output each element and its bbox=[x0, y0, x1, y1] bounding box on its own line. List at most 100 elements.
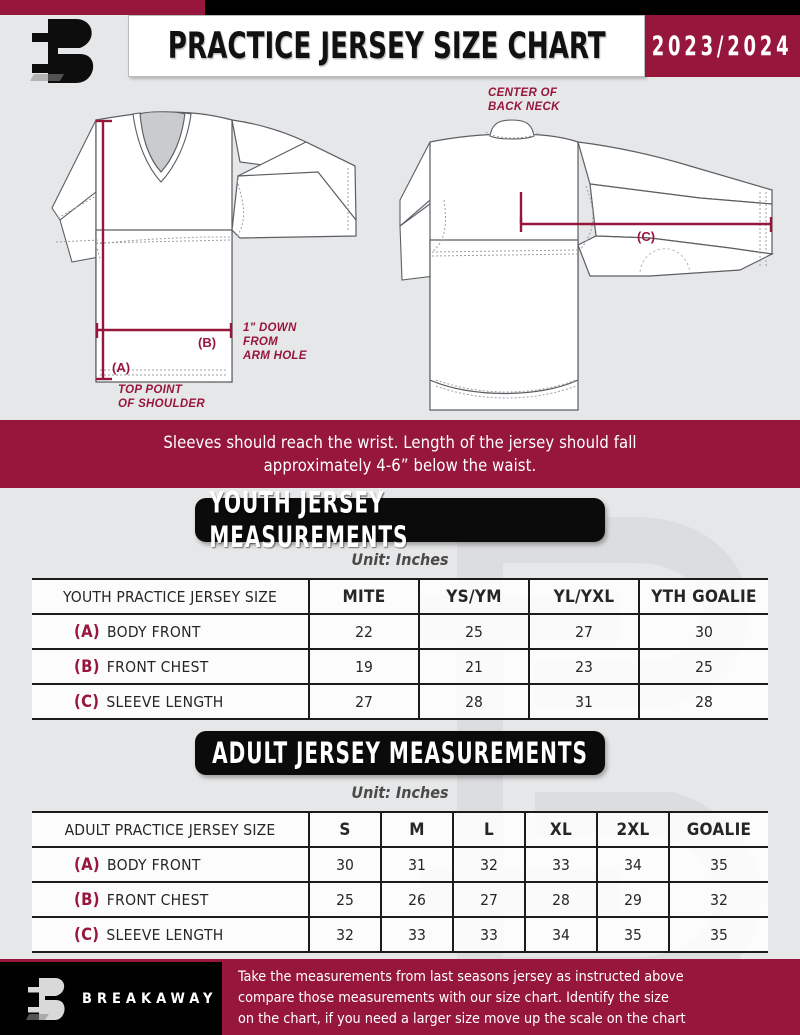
adult-unit-label: Unit: Inches bbox=[351, 783, 449, 802]
front-label-a-line2: OF SHOULDER bbox=[118, 398, 205, 410]
adult-col-1: S bbox=[308, 811, 381, 848]
season-label: 2023/2024 bbox=[652, 31, 793, 61]
page-footer: BREAKAWAY Take the measurements from las… bbox=[0, 962, 800, 1035]
adult-cell-1-2: 27 bbox=[452, 882, 525, 918]
adult-row-0-label: (A) BODY FRONT bbox=[32, 847, 309, 883]
adult-cell-1-0: 25 bbox=[308, 882, 381, 918]
youth-row-2-name: SLEEVE LENGTH bbox=[106, 693, 224, 711]
adult-cell-2-4: 35 bbox=[596, 917, 669, 953]
youth-row-1-tag: (B) bbox=[74, 657, 100, 676]
front-label-a-line1: TOP POINT bbox=[118, 384, 183, 396]
adult-row-1-tag: (B) bbox=[74, 890, 100, 909]
adult-cell-0-2: 32 bbox=[452, 847, 525, 883]
page-title-box: PRACTICE JERSEY SIZE CHART bbox=[128, 15, 645, 77]
adult-cell-1-1: 26 bbox=[380, 882, 453, 918]
back-label-c-line1: CENTER OF bbox=[488, 87, 558, 99]
youth-cell-2-0: 27 bbox=[308, 684, 419, 720]
youth-col-4: YTH GOALIE bbox=[638, 578, 768, 615]
youth-cell-0-3: 30 bbox=[638, 614, 768, 650]
adult-cell-0-5: 35 bbox=[668, 847, 768, 883]
adult-cell-1-3: 28 bbox=[524, 882, 597, 918]
adult-cell-2-1: 33 bbox=[380, 917, 453, 953]
youth-size-table: YOUTH PRACTICE JERSEY SIZE MITE YS/YM YL… bbox=[32, 578, 768, 720]
youth-col-2: YS/YM bbox=[418, 578, 529, 615]
footer-instructions: Take the measurements from last seasons … bbox=[222, 962, 800, 1035]
adult-cell-2-0: 32 bbox=[308, 917, 381, 953]
footer-brand-block: BREAKAWAY bbox=[0, 962, 222, 1035]
adult-col-0: ADULT PRACTICE JERSEY SIZE bbox=[32, 811, 309, 848]
front-label-b-line1: 1" DOWN bbox=[243, 322, 297, 334]
table-row: (B) FRONT CHEST 19 21 23 25 bbox=[32, 649, 768, 685]
youth-col-0: YOUTH PRACTICE JERSEY SIZE bbox=[32, 578, 309, 615]
table-row: (A) BODY FRONT 22 25 27 30 bbox=[32, 614, 768, 650]
adult-cell-2-2: 33 bbox=[452, 917, 525, 953]
adult-col-4: XL bbox=[524, 811, 597, 848]
jersey-back-illustration bbox=[399, 119, 774, 411]
adult-row-2-name: SLEEVE LENGTH bbox=[106, 926, 224, 944]
footer-line-2: compare those measurements with our size… bbox=[238, 990, 669, 1006]
adult-cell-1-4: 29 bbox=[596, 882, 669, 918]
adult-cell-2-3: 34 bbox=[524, 917, 597, 953]
adult-col-6: GOALIE bbox=[668, 811, 768, 848]
table-row: (A) BODY FRONT 30 31 32 33 34 35 bbox=[32, 847, 768, 883]
adult-row-1-name: FRONT CHEST bbox=[106, 891, 209, 909]
footer-line-3: on the chart, if you need a larger size … bbox=[238, 1011, 686, 1027]
youth-cell-0-2: 27 bbox=[528, 614, 639, 650]
youth-section-heading-pill: YOUTH JERSEY MEASUREMENTS bbox=[195, 486, 605, 554]
table-row: (C) SLEEVE LENGTH 32 33 33 34 35 35 bbox=[32, 917, 768, 953]
adult-row-0-name: BODY FRONT bbox=[106, 856, 201, 874]
adult-section-heading: ADULT JERSEY MEASUREMENTS bbox=[212, 735, 588, 771]
youth-cell-2-2: 31 bbox=[528, 684, 639, 720]
youth-cell-2-1: 28 bbox=[418, 684, 529, 720]
youth-section-heading: YOUTH JERSEY MEASUREMENTS bbox=[209, 485, 409, 555]
adult-cell-0-1: 31 bbox=[380, 847, 453, 883]
breakaway-b-logo-icon bbox=[30, 19, 94, 83]
front-label-b-tag: (B) bbox=[198, 335, 216, 350]
youth-cell-1-3: 25 bbox=[638, 649, 768, 685]
adult-row-1-label: (B) FRONT CHEST bbox=[32, 882, 309, 918]
youth-col-1: MITE bbox=[308, 578, 419, 615]
footer-brand-name: BREAKAWAY bbox=[82, 990, 218, 1007]
table-header-row: YOUTH PRACTICE JERSEY SIZE MITE YS/YM YL… bbox=[32, 578, 768, 615]
jersey-front-illustration bbox=[51, 111, 357, 383]
adult-cell-0-0: 30 bbox=[308, 847, 381, 883]
front-label-b-line2: FROM bbox=[243, 336, 278, 348]
breakaway-b-logo-icon bbox=[26, 977, 65, 1020]
youth-cell-0-1: 25 bbox=[418, 614, 529, 650]
back-measure-line bbox=[519, 192, 773, 232]
table-header-row: ADULT PRACTICE JERSEY SIZE S M L XL 2XL … bbox=[32, 811, 768, 848]
front-measure-lines bbox=[95, 119, 233, 381]
front-label-b-line3: ARM HOLE bbox=[242, 350, 307, 362]
youth-row-0-name: BODY FRONT bbox=[106, 623, 201, 641]
youth-row-0-label: (A) BODY FRONT bbox=[32, 614, 309, 650]
adult-section: ADULT JERSEY MEASUREMENTS Unit: Inches A… bbox=[0, 731, 800, 953]
top-maroon-strip bbox=[0, 0, 205, 15]
adult-section-heading-pill: ADULT JERSEY MEASUREMENTS bbox=[195, 731, 605, 775]
adult-row-0-tag: (A) bbox=[74, 855, 100, 874]
youth-cell-1-2: 23 bbox=[528, 649, 639, 685]
youth-section: YOUTH JERSEY MEASUREMENTS Unit: Inches Y… bbox=[0, 486, 800, 720]
youth-cell-0-0: 22 bbox=[308, 614, 419, 650]
adult-cell-1-5: 32 bbox=[668, 882, 768, 918]
note-line-1: Sleeves should reach the wrist. Length o… bbox=[163, 433, 637, 452]
table-row: (B) FRONT CHEST 25 26 27 28 29 32 bbox=[32, 882, 768, 918]
adult-col-2: M bbox=[380, 811, 453, 848]
front-label-a-tag: (A) bbox=[112, 360, 130, 375]
adult-col-3: L bbox=[452, 811, 525, 848]
youth-col-3: YL/YXL bbox=[528, 578, 639, 615]
page-title: PRACTICE JERSEY SIZE CHART bbox=[167, 24, 606, 68]
youth-row-1-name: FRONT CHEST bbox=[106, 658, 209, 676]
table-row: (C) SLEEVE LENGTH 27 28 31 28 bbox=[32, 684, 768, 720]
youth-row-1-label: (B) FRONT CHEST bbox=[32, 649, 309, 685]
back-label-c-line2: BACK NECK bbox=[488, 101, 560, 113]
youth-cell-1-0: 19 bbox=[308, 649, 419, 685]
adult-row-2-tag: (C) bbox=[74, 925, 100, 944]
note-line-2: approximately 4-6” below the waist. bbox=[263, 456, 537, 475]
adult-cell-0-4: 34 bbox=[596, 847, 669, 883]
season-badge: 2023/2024 bbox=[645, 15, 800, 77]
adult-col-5: 2XL bbox=[596, 811, 669, 848]
adult-row-2-label: (C) SLEEVE LENGTH bbox=[32, 917, 309, 953]
adult-size-table: ADULT PRACTICE JERSEY SIZE S M L XL 2XL … bbox=[32, 811, 768, 953]
page-header: PRACTICE JERSEY SIZE CHART 2023/2024 bbox=[0, 15, 800, 83]
